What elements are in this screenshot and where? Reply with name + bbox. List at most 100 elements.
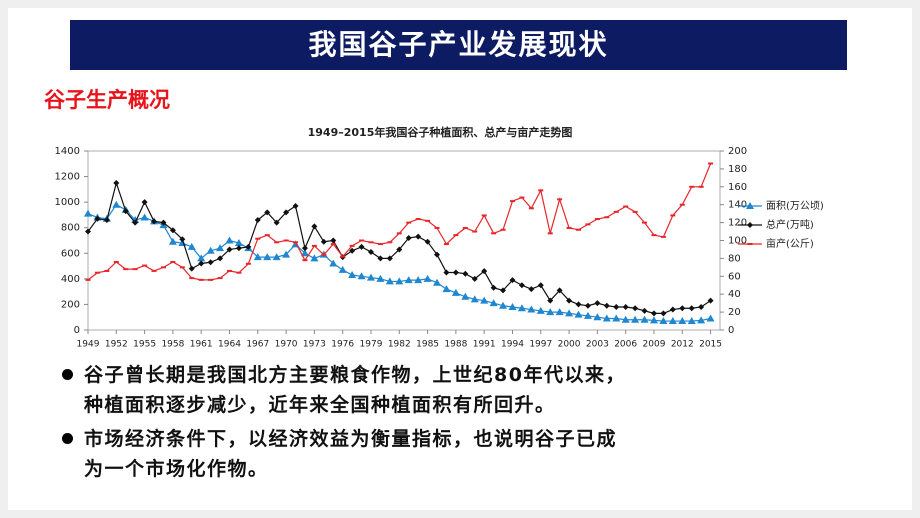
point (340, 255, 346, 258)
point (632, 210, 638, 213)
point (747, 222, 753, 228)
y-tick-label: 1400 (55, 146, 80, 157)
point (123, 268, 129, 271)
point (602, 314, 611, 322)
x-tick-label: 1982 (388, 340, 411, 350)
point (583, 311, 592, 319)
point (613, 303, 620, 310)
point (293, 241, 299, 244)
x-tick-label: 1976 (331, 340, 354, 350)
point (679, 305, 686, 312)
point (508, 302, 517, 310)
point (547, 232, 553, 235)
point (678, 317, 687, 325)
x-tick-label: 1949 (77, 340, 100, 350)
point (669, 306, 676, 313)
point (688, 305, 695, 312)
x-tick-label: 2009 (643, 340, 666, 350)
point (404, 276, 413, 284)
x-tick-label: 1985 (416, 340, 439, 350)
point (593, 313, 602, 321)
bullet-text: 市场经济条件下，以经济效益为衡量指标，也说明谷子已成 (84, 428, 618, 450)
x-tick-label: 2006 (614, 340, 637, 350)
point (528, 207, 534, 210)
point (216, 244, 225, 252)
point (670, 214, 676, 217)
point (746, 202, 754, 209)
point (565, 309, 574, 317)
point (358, 243, 365, 250)
y-tick-label: 1200 (55, 172, 80, 183)
y2-tick-label: 20 (728, 307, 741, 318)
point (536, 306, 545, 314)
legend-label: 总产(万吨) (766, 218, 814, 231)
point (622, 303, 629, 310)
point (330, 237, 337, 244)
point (160, 219, 167, 226)
y-tick-label: 0 (74, 325, 80, 336)
y2-tick-label: 180 (728, 164, 747, 175)
chart: 1949–2015年我国谷子种植面积、总产与亩产走势图 020040060080… (55, 125, 824, 350)
point (452, 269, 459, 276)
point (641, 307, 648, 314)
point (621, 315, 630, 323)
point (94, 215, 101, 222)
point (132, 268, 138, 271)
point (226, 269, 232, 272)
point (659, 317, 668, 325)
point (649, 316, 658, 324)
point (640, 315, 649, 323)
x-tick-label: 1955 (133, 340, 156, 350)
point (424, 238, 431, 245)
x-tick-label: 1958 (161, 340, 184, 350)
x-tick-label: 2015 (699, 340, 722, 350)
x-tick-label: 1973 (303, 340, 326, 350)
point (301, 245, 308, 252)
x-tick-label: 1997 (529, 340, 552, 350)
point (321, 253, 327, 256)
point (170, 260, 176, 263)
point (292, 202, 299, 209)
y2-tick-label: 120 (728, 218, 747, 229)
point (198, 260, 205, 267)
point (151, 269, 157, 272)
point (217, 277, 223, 280)
point (425, 219, 431, 222)
y-tick-label: 400 (61, 274, 80, 285)
point (500, 228, 506, 231)
point (348, 271, 357, 279)
point (169, 227, 176, 234)
point (443, 269, 450, 276)
point (433, 278, 442, 286)
point (687, 317, 696, 325)
point (272, 253, 281, 261)
point (747, 243, 753, 245)
y-tick-label: 200 (61, 299, 80, 310)
point (434, 251, 441, 258)
point (217, 255, 224, 262)
legend-label: 亩产(公斤) (766, 237, 814, 250)
point (187, 242, 196, 250)
point (528, 286, 535, 293)
x-tick-label: 2012 (671, 340, 694, 350)
point (491, 232, 497, 235)
point (406, 221, 412, 224)
point (481, 214, 487, 217)
point (263, 253, 272, 261)
point (480, 296, 489, 304)
point (206, 246, 215, 254)
y-tick-label: 1000 (55, 197, 80, 208)
point (311, 223, 318, 230)
point (462, 270, 469, 277)
point (555, 308, 564, 316)
x-tick-label: 1970 (275, 340, 298, 350)
point (538, 189, 544, 192)
point (574, 310, 583, 318)
y2-tick-label: 80 (728, 253, 741, 264)
point (414, 276, 423, 284)
point (349, 247, 356, 254)
bullet-dot (62, 433, 73, 444)
point (151, 218, 158, 225)
point (575, 301, 582, 308)
